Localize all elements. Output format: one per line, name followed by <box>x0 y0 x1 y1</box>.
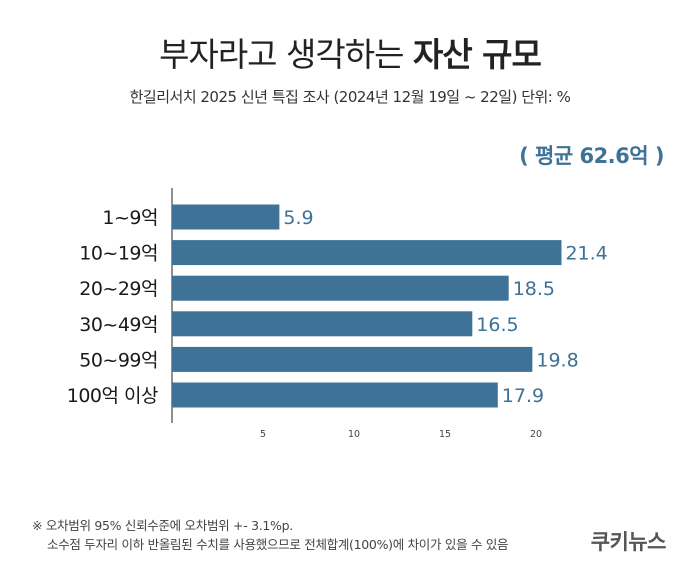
value-label: 18.5 <box>513 278 555 300</box>
category-label: 20~29억 <box>79 278 158 300</box>
bar <box>172 204 280 230</box>
footnote-line-2: 소수점 두자리 이하 반올림된 수치를 사용했으므로 전체합계(100%)에 차… <box>47 537 509 552</box>
x-tick-label: 20 <box>530 429 542 440</box>
chart-subtitle: 한길리서치 2025 신년 특집 조사 (2024년 12월 19일 ~ 22일… <box>129 88 571 106</box>
value-label: 19.8 <box>536 349 578 371</box>
value-label: 16.5 <box>476 314 518 336</box>
bar <box>172 346 533 372</box>
bar <box>172 311 473 337</box>
value-label: 21.4 <box>565 243 607 265</box>
x-tick-label: 10 <box>348 429 360 440</box>
x-tick-label: 5 <box>260 429 266 440</box>
title-bold: 자산 규모 <box>412 35 542 74</box>
category-label: 100억 이상 <box>67 385 158 407</box>
chart-title: 부자라고 생각하는 자산 규모 <box>0 28 700 76</box>
bar <box>172 275 509 301</box>
category-label: 10~19억 <box>79 243 158 265</box>
title-light: 부자라고 생각하는 <box>159 35 404 74</box>
category-label: 30~49억 <box>79 314 158 336</box>
value-label: 5.9 <box>283 207 313 229</box>
footnote-line-1: ※ 오차범위 95% 신뢰수준에 오차범위 +- 3.1%p. <box>32 518 293 533</box>
category-label: 50~99억 <box>79 349 158 371</box>
bar <box>172 382 498 408</box>
value-label: 17.9 <box>502 385 544 407</box>
brand-logo: 쿠키뉴스 <box>590 530 667 554</box>
footnote: ※ 오차범위 95% 신뢰수준에 오차범위 +- 3.1%p. 소수점 두자리 … <box>32 516 509 554</box>
x-tick-label: 15 <box>439 429 451 440</box>
category-label: 1~9억 <box>102 207 158 229</box>
average-label: ( 평균 62.6억 ) <box>519 144 664 168</box>
bar <box>172 240 562 266</box>
